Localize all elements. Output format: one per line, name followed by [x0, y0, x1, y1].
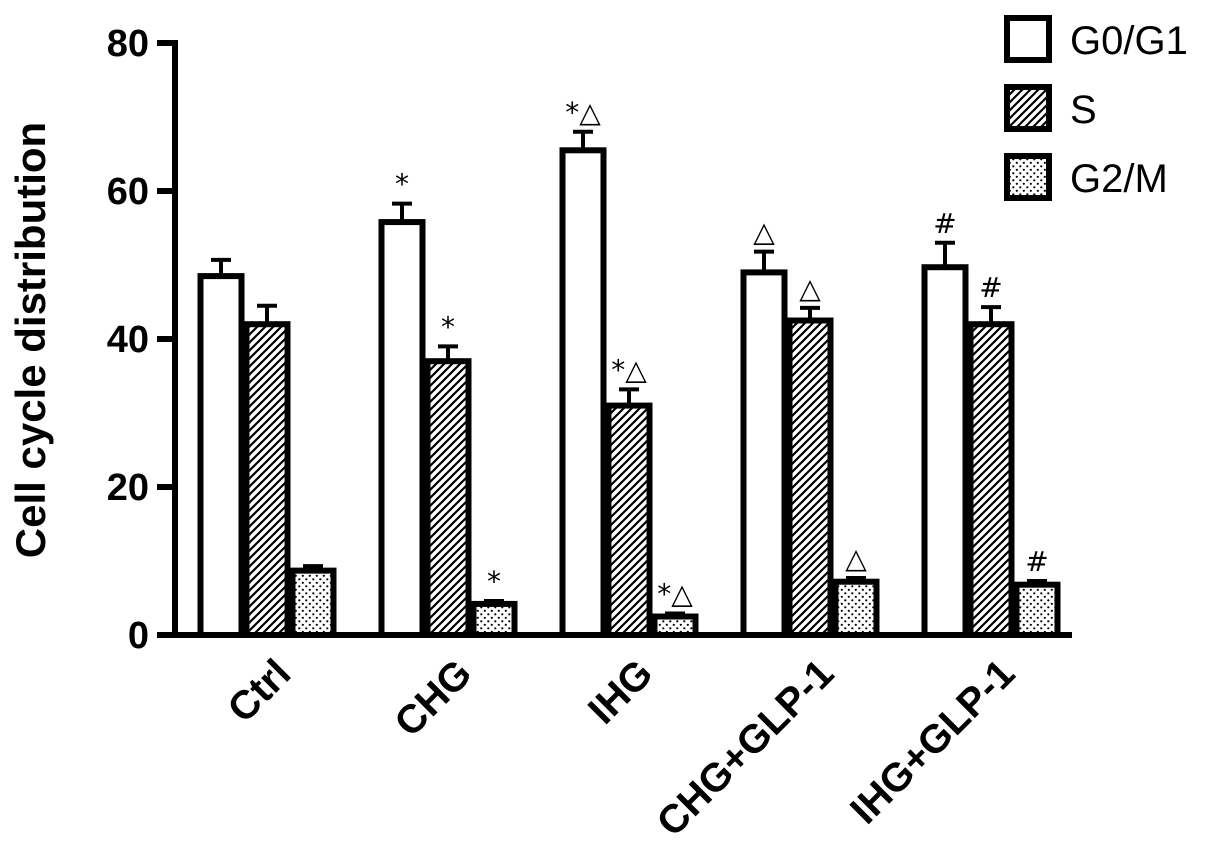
x-tick-label: CHG	[386, 651, 480, 745]
significance-marker: #	[979, 271, 1002, 304]
bar-g2-m-chg-glp-1	[832, 578, 880, 638]
legend-swatch	[1004, 15, 1052, 63]
significance-marker: *△	[657, 578, 693, 611]
bar-g2-m-ihg-glp-1	[1013, 581, 1061, 638]
bar-s-chg-glp-1	[786, 317, 834, 638]
legend-swatch	[1004, 153, 1052, 201]
significance-marker: △	[753, 216, 775, 249]
bar-s-ihg-glp-1	[967, 321, 1015, 638]
x-tick-label: Ctrl	[220, 651, 300, 731]
bar-s-ihg	[605, 402, 653, 638]
significance-marker: *	[441, 310, 455, 343]
y-tick-label: 40	[107, 319, 149, 361]
bar-g0-g1-ihg	[559, 147, 607, 639]
legend: G0/G1 S G2/M	[1004, 15, 1188, 201]
legend-swatch	[1004, 84, 1052, 132]
legend-label: S	[1070, 88, 1097, 132]
legend-label: G2/M	[1070, 157, 1168, 201]
bar-g2-m-chg	[470, 600, 518, 638]
significance-marker: *	[487, 565, 501, 598]
y-axis: 0 20 40 60 80	[107, 23, 178, 657]
significance-marker: *△	[611, 353, 647, 386]
y-tick-label: 80	[107, 23, 149, 65]
significance-marker: △	[799, 272, 821, 305]
bar-s-ctrl	[243, 321, 291, 638]
bar-g0-g1-chg-glp-1	[740, 269, 788, 638]
bar-g0-g1-ihg-glp-1	[921, 264, 969, 638]
x-tick-label: IHG	[580, 651, 661, 732]
x-tick-label: IHG+GLP-1	[842, 651, 1023, 832]
y-tick-label: 20	[107, 467, 149, 509]
y-axis-title: Cell cycle distribution	[7, 122, 54, 558]
y-tick-label: 0	[128, 615, 149, 657]
x-tick-label: CHG+GLP-1	[649, 651, 843, 845]
bar-s-chg	[424, 358, 472, 638]
bar-g0-g1-ctrl	[197, 273, 245, 638]
bar-g0-g1-chg	[378, 219, 426, 639]
significance-marker: *△	[565, 96, 601, 129]
significance-marker: *	[395, 168, 409, 201]
significance-marker: #	[933, 207, 956, 240]
significance-marker: #	[1025, 545, 1048, 578]
y-tick-label: 60	[107, 171, 149, 213]
bars-layer: * * * *△ *△ *△ △ △ △ # # #	[197, 96, 1061, 639]
significance-marker: △	[845, 542, 867, 575]
legend-label: G0/G1	[1070, 19, 1188, 63]
bar-g2-m-ctrl	[289, 567, 337, 638]
